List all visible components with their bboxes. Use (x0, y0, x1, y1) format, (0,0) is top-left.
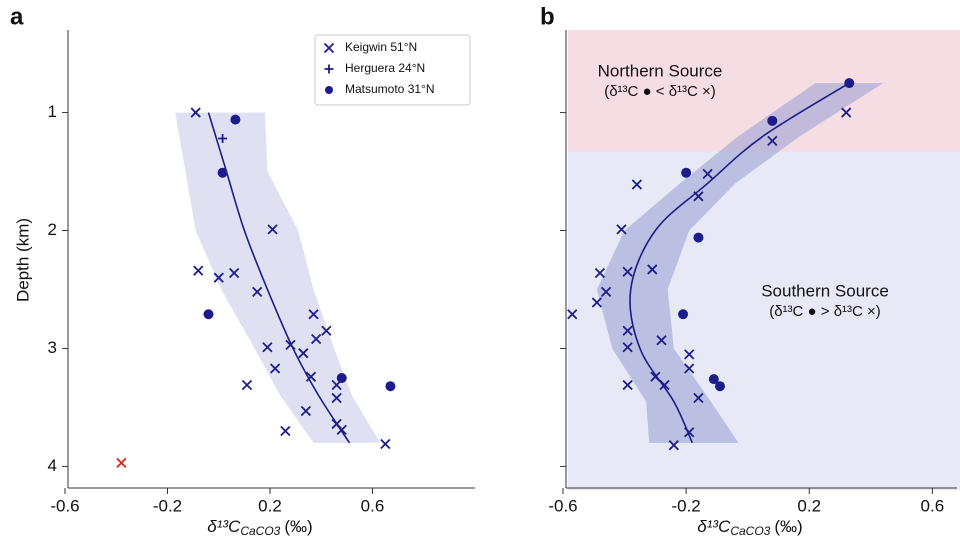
marker-cross (567, 309, 578, 320)
x-label-unit: (‰) (284, 517, 312, 536)
y-axis-label: Depth (km) (13, 218, 32, 302)
panel-label: a (10, 3, 24, 30)
x-label-main: δ¹³C (207, 517, 241, 536)
marker-plus (218, 134, 228, 144)
x-tick-label: 0.2 (797, 496, 821, 515)
marker-cross (591, 297, 602, 308)
marker-cross (767, 135, 778, 147)
marker-dot (681, 167, 692, 178)
marker-cross (269, 363, 281, 374)
legend-marker (325, 86, 333, 94)
marker-cross (116, 457, 127, 469)
marker-cross (668, 440, 679, 451)
marker-cross (616, 224, 627, 235)
marker-cross (300, 405, 312, 417)
region-note: (δ¹³C ● > δ¹³C ×) (769, 303, 881, 320)
marker-cross (659, 379, 670, 391)
marker-cross (331, 392, 342, 404)
marker-cross (213, 272, 224, 283)
marker-cross (600, 286, 612, 297)
marker-cross (252, 286, 263, 297)
marker-dot (767, 115, 778, 126)
marker-cross (693, 191, 704, 202)
marker-cross (228, 267, 240, 279)
marker-cross (305, 371, 317, 382)
x-axis-label: δ¹³CCaCO3 (‰) (697, 517, 802, 538)
legend-label: Keigwin 51°N (345, 40, 417, 54)
marker-dot (385, 381, 396, 392)
marker-cross (280, 425, 291, 437)
marker-dot (708, 374, 719, 385)
x-tick-label: -0.2 (153, 496, 182, 515)
x-tick-label: -0.2 (671, 496, 700, 515)
marker-cross (190, 107, 201, 118)
marker-cross (650, 371, 661, 382)
marker-cross (622, 325, 633, 336)
marker-cross (298, 348, 309, 359)
marker-dot (217, 167, 228, 178)
panel-label: b (540, 3, 555, 30)
panel-0: -0.6 -0.2 0.2 0.6 1 2 3 4 δ¹³CCaCO3 (‰) Depth (km)… (10, 3, 475, 538)
legend: Keigwin 51°N Herguera 24°N Matsumoto 31°N (314, 34, 471, 106)
marker-cross (262, 342, 273, 353)
marker-cross (622, 379, 633, 391)
x-label-main: δ¹³C (697, 517, 731, 536)
marker-cross (285, 339, 296, 351)
legend-marker (323, 42, 335, 54)
x-tick-label: -0.6 (548, 496, 577, 515)
region-note: (δ¹³C ● < δ¹³C ×) (604, 83, 716, 100)
y-tick-label: 4 (48, 456, 57, 475)
legend-marker (324, 64, 334, 74)
marker-dot (230, 114, 241, 125)
x-axis-label: δ¹³CCaCO3 (‰) (207, 517, 312, 538)
marker-cross (631, 179, 643, 190)
marker-cross (310, 333, 322, 345)
region-title: Southern Source (761, 281, 889, 300)
marker-cross (241, 379, 253, 391)
marker-cross (321, 325, 332, 336)
marker-cross (693, 392, 704, 404)
marker-cross (702, 168, 713, 180)
marker-dot (714, 381, 725, 392)
legend-box (314, 34, 471, 106)
panel-1: Northern Source (δ¹³C ● < δ¹³C ×) Southern… (540, 3, 960, 538)
x-tick-label: 0.2 (258, 496, 282, 515)
x-tick-label: -0.6 (50, 496, 79, 515)
marker-cross (841, 107, 852, 118)
x-label-unit: (‰) (774, 517, 802, 536)
marker-cross (647, 264, 658, 275)
marker-cross (656, 335, 667, 346)
marker-cross (380, 438, 391, 450)
marker-cross (308, 309, 319, 320)
marker-cross (336, 424, 347, 435)
marker-cross (622, 342, 633, 353)
marker-cross (684, 427, 695, 438)
marker-dot (844, 78, 855, 89)
marker-dot (336, 372, 347, 383)
confidence-band (596, 83, 884, 443)
y-tick-label: 2 (48, 220, 57, 239)
region-title: Northern Source (598, 61, 723, 80)
fit-line (629, 82, 850, 444)
marker-cross (622, 266, 633, 277)
marker-cross (594, 267, 606, 279)
legend-label: Herguera 24°N (345, 61, 425, 75)
y-tick-label: 3 (48, 338, 57, 357)
marker-dot (203, 309, 214, 320)
marker-cross (193, 265, 204, 276)
confidence-band (175, 112, 381, 443)
x-tick-label: 0.6 (361, 496, 385, 515)
x-label-sub: CaCO3 (730, 524, 770, 538)
marker-cross (684, 349, 695, 360)
x-tick-label: 0.6 (921, 496, 945, 515)
y-tick-label: 1 (48, 102, 57, 121)
x-label-sub: CaCO3 (240, 524, 280, 538)
marker-dot (693, 232, 704, 243)
marker-cross (267, 224, 278, 235)
marker-dot (678, 309, 689, 320)
legend-label: Matsumoto 31°N (345, 82, 435, 96)
marker-cross (684, 363, 695, 374)
